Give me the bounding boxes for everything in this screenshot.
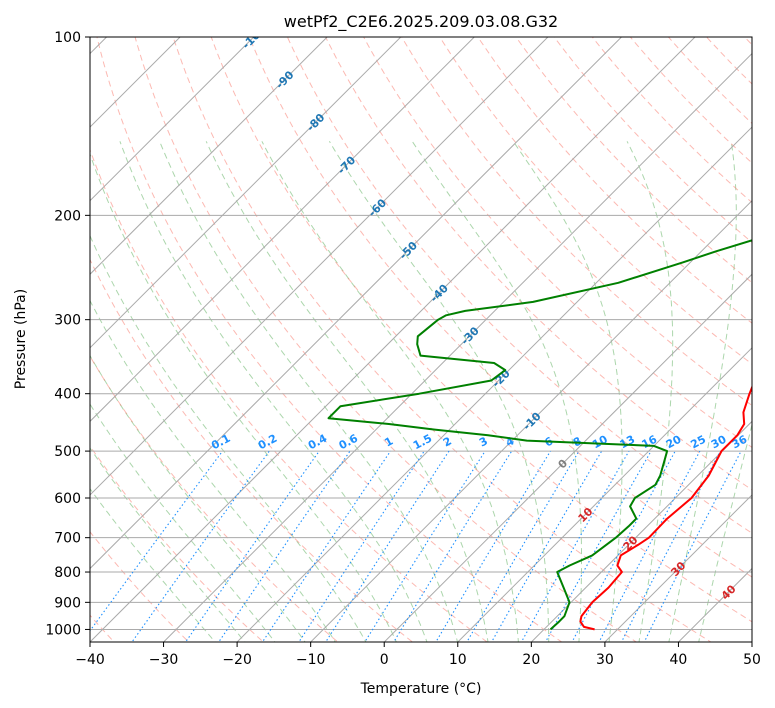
isotherm-line xyxy=(604,494,752,642)
x-tick-label: 20 xyxy=(522,652,540,668)
dry-adiabat-line xyxy=(439,37,752,365)
dry-adiabat-line xyxy=(96,37,563,642)
mixing-ratio-label: 30 xyxy=(709,433,729,452)
x-axis-title: Temperature (°C) xyxy=(360,681,482,697)
mixing-ratio-line xyxy=(435,450,551,642)
mixing-ratio-line xyxy=(544,450,652,642)
dry-adiabat-line xyxy=(90,258,414,642)
x-tick-label: −30 xyxy=(149,652,179,668)
isotherm-line xyxy=(0,10,60,654)
moist-adiabat-line xyxy=(90,403,276,642)
moist-adiabat-line xyxy=(205,141,489,642)
isotherms xyxy=(0,10,752,654)
sounding-profiles xyxy=(327,239,752,631)
moist-adiabat-line xyxy=(261,141,519,642)
mixing-ratio-label: 25 xyxy=(688,433,708,452)
y-tick-label: 400 xyxy=(54,387,81,403)
x-tick-label: −10 xyxy=(296,652,326,668)
mixing-ratio-line xyxy=(466,450,580,642)
moist-adiabat-line xyxy=(626,141,674,642)
y-tick-label: 300 xyxy=(54,313,81,329)
isotherm-line xyxy=(383,273,752,642)
temperature-profile xyxy=(579,384,752,631)
y-axis-ticks: 100 200 300 400 500 600 700 800 900 1000 xyxy=(45,30,90,638)
mixing-ratio-label: 13 xyxy=(618,433,638,452)
y-axis-title: Pressure (hPa) xyxy=(13,289,29,389)
isotherm-line xyxy=(90,37,696,642)
x-tick-label: 40 xyxy=(670,652,688,668)
moist-adiabat-line xyxy=(119,141,428,642)
mixing-ratio-line xyxy=(491,450,603,642)
mixing-ratio-label: 20 xyxy=(664,432,684,451)
moist-adiabat-line xyxy=(328,141,550,642)
y-tick-label: 900 xyxy=(54,595,81,611)
dry-adiabat-line xyxy=(591,37,752,204)
moist-adiabat-line xyxy=(668,141,737,642)
isotherm-line xyxy=(530,420,752,642)
dry-adiabat-line xyxy=(172,37,712,642)
moist-adiabat-line xyxy=(698,422,752,642)
isotherm-line xyxy=(457,347,752,642)
mixing-ratio-label: 10 xyxy=(590,433,610,452)
isotherm-line xyxy=(90,37,623,570)
dry-adiabat-line xyxy=(90,148,488,642)
mixing-ratio-line xyxy=(218,450,351,642)
isotherm-line xyxy=(90,37,402,349)
dry-adiabat-line xyxy=(248,37,752,578)
dry-adiabat-line xyxy=(629,37,752,164)
y-tick-label: 500 xyxy=(54,444,81,460)
dry-adiabat-line xyxy=(325,37,752,491)
moist-adiabat-line xyxy=(411,141,582,642)
isotherm-line xyxy=(162,52,752,642)
x-axis-ticks: −40 −30 −20 −10 0 10 20 30 40 50 xyxy=(75,642,761,668)
dry-adiabat-line xyxy=(756,10,775,654)
y-tick-label: 700 xyxy=(54,531,81,547)
y-tick-label: 800 xyxy=(54,565,81,581)
moist-adiabat-line xyxy=(90,447,246,642)
isotherm-line xyxy=(90,37,476,423)
x-tick-label: −40 xyxy=(75,652,105,668)
isotherm-line xyxy=(90,37,181,128)
isotherm-line xyxy=(309,199,752,642)
x-tick-label: −20 xyxy=(222,652,252,668)
mixing-ratio-line xyxy=(184,450,320,642)
moist-adiabat-line xyxy=(90,234,367,642)
dry-adiabat-line xyxy=(667,37,752,125)
y-tick-label: 200 xyxy=(54,208,81,224)
isotherm-line xyxy=(236,126,752,642)
dry-adiabat-line xyxy=(286,37,752,534)
moist-adiabat-line xyxy=(159,141,459,642)
y-tick-label: 1000 xyxy=(45,622,81,638)
dry-adiabat-line xyxy=(210,37,752,623)
x-tick-label: 0 xyxy=(380,652,389,668)
dry-adiabat-line xyxy=(134,37,638,642)
plot-area: 0.1 0.2 0.4 0.6 1 1.5 2 3 4 6 8 10 13 16 20 25 30 36-100-… xyxy=(0,10,775,654)
mixing-ratio-line xyxy=(298,450,425,642)
plot-frame xyxy=(89,36,753,643)
dry-adiabats xyxy=(90,10,775,654)
dewpoint-profile xyxy=(327,239,752,631)
isotherm-line xyxy=(90,37,255,202)
x-tick-label: 10 xyxy=(449,652,467,668)
mixing-ratio-line xyxy=(643,450,742,642)
mixing-ratio-lines xyxy=(90,450,742,642)
mixing-ratio-line xyxy=(325,450,450,642)
y-tick-label: 100 xyxy=(54,30,81,46)
chart-title: wetPf2_C2E6.2025.209.03.08.G32 xyxy=(284,12,558,32)
x-tick-label: 50 xyxy=(743,652,761,668)
isotherm-line xyxy=(90,37,549,496)
y-tick-label: 600 xyxy=(54,491,81,507)
plot-background xyxy=(90,37,752,642)
dry-adiabat-line xyxy=(401,37,752,407)
mixing-ratio-line xyxy=(261,450,391,642)
x-tick-label: 30 xyxy=(596,652,614,668)
isotherm-line xyxy=(90,37,328,275)
dry-adiabat-line xyxy=(90,445,265,642)
moist-adiabat-line xyxy=(512,141,623,642)
mixing-ratio-line xyxy=(131,450,270,642)
moist-adiabat-line xyxy=(90,299,337,642)
